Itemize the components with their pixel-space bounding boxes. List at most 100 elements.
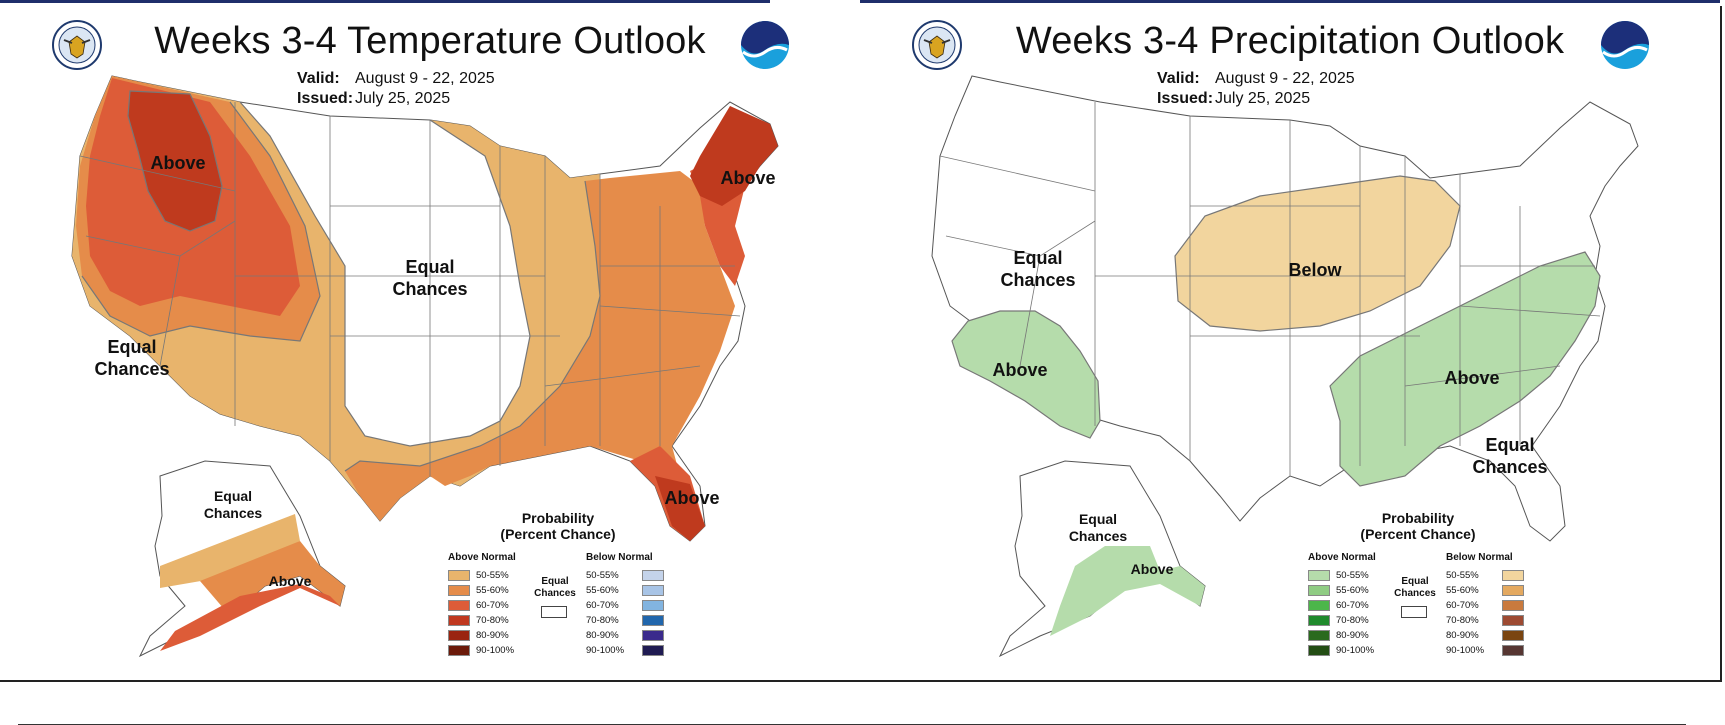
legend-swatch bbox=[1308, 630, 1330, 641]
commerce-seal-icon bbox=[52, 20, 102, 70]
legend-range-label: 90-100% bbox=[1336, 645, 1375, 656]
legend-range-label: 80-90% bbox=[586, 630, 619, 641]
legend-range-label: 80-90% bbox=[1336, 630, 1369, 641]
label-equal-central-line2: Chances bbox=[392, 279, 467, 299]
legend-range-label: 55-60% bbox=[1336, 585, 1369, 596]
label-equal-southwest-line2: Chances bbox=[94, 359, 169, 379]
legend-swatch bbox=[1502, 630, 1524, 641]
label-equal-alaska-line1: Equal bbox=[1079, 511, 1117, 527]
legend-swatch bbox=[448, 600, 470, 611]
legend-swatch bbox=[642, 615, 664, 626]
legend-range-label: 70-80% bbox=[1446, 615, 1479, 626]
legend-range-label: 60-70% bbox=[586, 600, 619, 611]
probability-contours bbox=[81, 90, 601, 472]
legend-range-label: 80-90% bbox=[1446, 630, 1479, 641]
legend-swatch bbox=[1308, 600, 1330, 611]
legend-range-label: 55-60% bbox=[1446, 585, 1479, 596]
label-equal-southeast-line2: Chances bbox=[1472, 457, 1547, 477]
legend-range-label: 60-70% bbox=[1336, 600, 1369, 611]
legend-range-label: 60-70% bbox=[1446, 600, 1479, 611]
legend-equal-swatch bbox=[541, 606, 567, 618]
legend-title: Probability (Percent Chance) bbox=[1308, 510, 1528, 542]
issued-value: July 25, 2025 bbox=[355, 90, 451, 107]
alaska-band-60 bbox=[160, 584, 340, 651]
legend-range-label: 70-80% bbox=[476, 615, 509, 626]
legend-range-label: 50-55% bbox=[476, 570, 509, 581]
legend-below-header: Below Normal bbox=[1446, 552, 1513, 563]
legend-range-label: 50-55% bbox=[586, 570, 619, 581]
precipitation-map: Equal Chances Below Above Above Equal Ch… bbox=[931, 75, 1639, 658]
legend-swatch bbox=[642, 630, 664, 641]
legend-equal-line1: Equal bbox=[1401, 576, 1429, 587]
label-above-florida: Above bbox=[664, 488, 719, 508]
legend-range-label: 90-100% bbox=[1446, 645, 1485, 656]
legend-swatch bbox=[448, 630, 470, 641]
top-bar bbox=[0, 0, 1725, 6]
alaska-band-50 bbox=[160, 514, 300, 588]
legend-title: Probability (Percent Chance) bbox=[448, 510, 668, 542]
temp-band-70-florida bbox=[655, 476, 705, 541]
label-equal-west-line2: Chances bbox=[1000, 270, 1075, 290]
legend-range-label: 90-100% bbox=[476, 645, 515, 656]
legend-swatch bbox=[448, 585, 470, 596]
top-bar-left bbox=[0, 0, 770, 3]
legend-swatch bbox=[1502, 600, 1524, 611]
alaska-above bbox=[1050, 546, 1205, 636]
precip-above-southeast bbox=[1330, 252, 1600, 486]
valid-value: August 9 - 22, 2025 bbox=[1215, 70, 1355, 87]
alaska-map bbox=[138, 460, 346, 658]
legend-title-line2: (Percent Chance) bbox=[1360, 526, 1476, 542]
legend-swatch bbox=[642, 585, 664, 596]
precipitation-meta: Valid: August 9 - 22, 2025 Issued: July 25… bbox=[1157, 69, 1355, 109]
legend-range-label: 70-80% bbox=[1336, 615, 1369, 626]
temperature-legend: Probability (Percent Chance) Above Norma… bbox=[448, 510, 668, 670]
top-bar-right bbox=[860, 0, 1720, 3]
legend-above-header: Above Normal bbox=[1308, 552, 1376, 563]
issued-label: Issued: bbox=[1157, 90, 1214, 107]
legend-range-label: 80-90% bbox=[476, 630, 509, 641]
legend-title-line1: Probability bbox=[521, 510, 595, 526]
label-below-midwest: Below bbox=[1288, 260, 1342, 280]
label-equal-alaska-line2: Chances bbox=[1069, 528, 1128, 544]
legend-equal-line2: Chances bbox=[1394, 588, 1436, 599]
alaska-band-55 bbox=[200, 541, 345, 616]
issued-value: July 25, 2025 bbox=[1215, 90, 1311, 107]
valid-value: August 9 - 22, 2025 bbox=[355, 70, 495, 87]
legend-swatch bbox=[448, 570, 470, 581]
noaa-logo-icon bbox=[1601, 21, 1649, 69]
legend-equal-label: Equal Chances bbox=[1392, 576, 1438, 600]
label-equal-alaska-line1: Equal bbox=[214, 488, 252, 504]
alaska-map bbox=[998, 460, 1206, 658]
figure-frame bbox=[0, 6, 1722, 682]
temperature-outlook-panel: Above Above Above Above Equal Chances Eq… bbox=[0, 6, 860, 682]
legend-swatch bbox=[1502, 570, 1524, 581]
temperature-title: Weeks 3-4 Temperature Outlook bbox=[154, 20, 706, 62]
label-equal-alaska-line2: Chances bbox=[204, 505, 263, 521]
label-equal-southeast-line1: Equal bbox=[1485, 435, 1534, 455]
label-above-southeast: Above bbox=[1444, 368, 1499, 388]
legend-range-label: 70-80% bbox=[586, 615, 619, 626]
state-borders bbox=[939, 102, 1601, 476]
legend-swatch bbox=[1502, 585, 1524, 596]
label-above-northeast: Above bbox=[720, 168, 775, 188]
legend-swatch bbox=[1502, 645, 1524, 656]
valid-label: Valid: bbox=[1157, 70, 1200, 87]
legend-equal-line1: Equal bbox=[541, 576, 569, 587]
noaa-logo-icon bbox=[741, 21, 789, 69]
temp-map-labels: Above Above Above Above Equal Chances Eq… bbox=[94, 153, 775, 589]
legend-swatch bbox=[1308, 570, 1330, 581]
probability-contours bbox=[951, 175, 1601, 487]
precip-map-labels: Equal Chances Below Above Above Equal Ch… bbox=[992, 248, 1547, 577]
legend-equal-swatch bbox=[1401, 606, 1427, 618]
legend-swatch bbox=[1308, 585, 1330, 596]
legend-range-label: 50-55% bbox=[1446, 570, 1479, 581]
label-equal-southwest-line1: Equal bbox=[107, 337, 156, 357]
legend-title-line1: Probability bbox=[1381, 510, 1455, 526]
label-above-northwest: Above bbox=[150, 153, 205, 173]
legend-range-label: 60-70% bbox=[476, 600, 509, 611]
legend-range-label: 55-60% bbox=[586, 585, 619, 596]
legend-swatch bbox=[642, 600, 664, 611]
label-equal-west-line1: Equal bbox=[1013, 248, 1062, 268]
legend-range-label: 55-60% bbox=[476, 585, 509, 596]
legend-swatch bbox=[1308, 645, 1330, 656]
